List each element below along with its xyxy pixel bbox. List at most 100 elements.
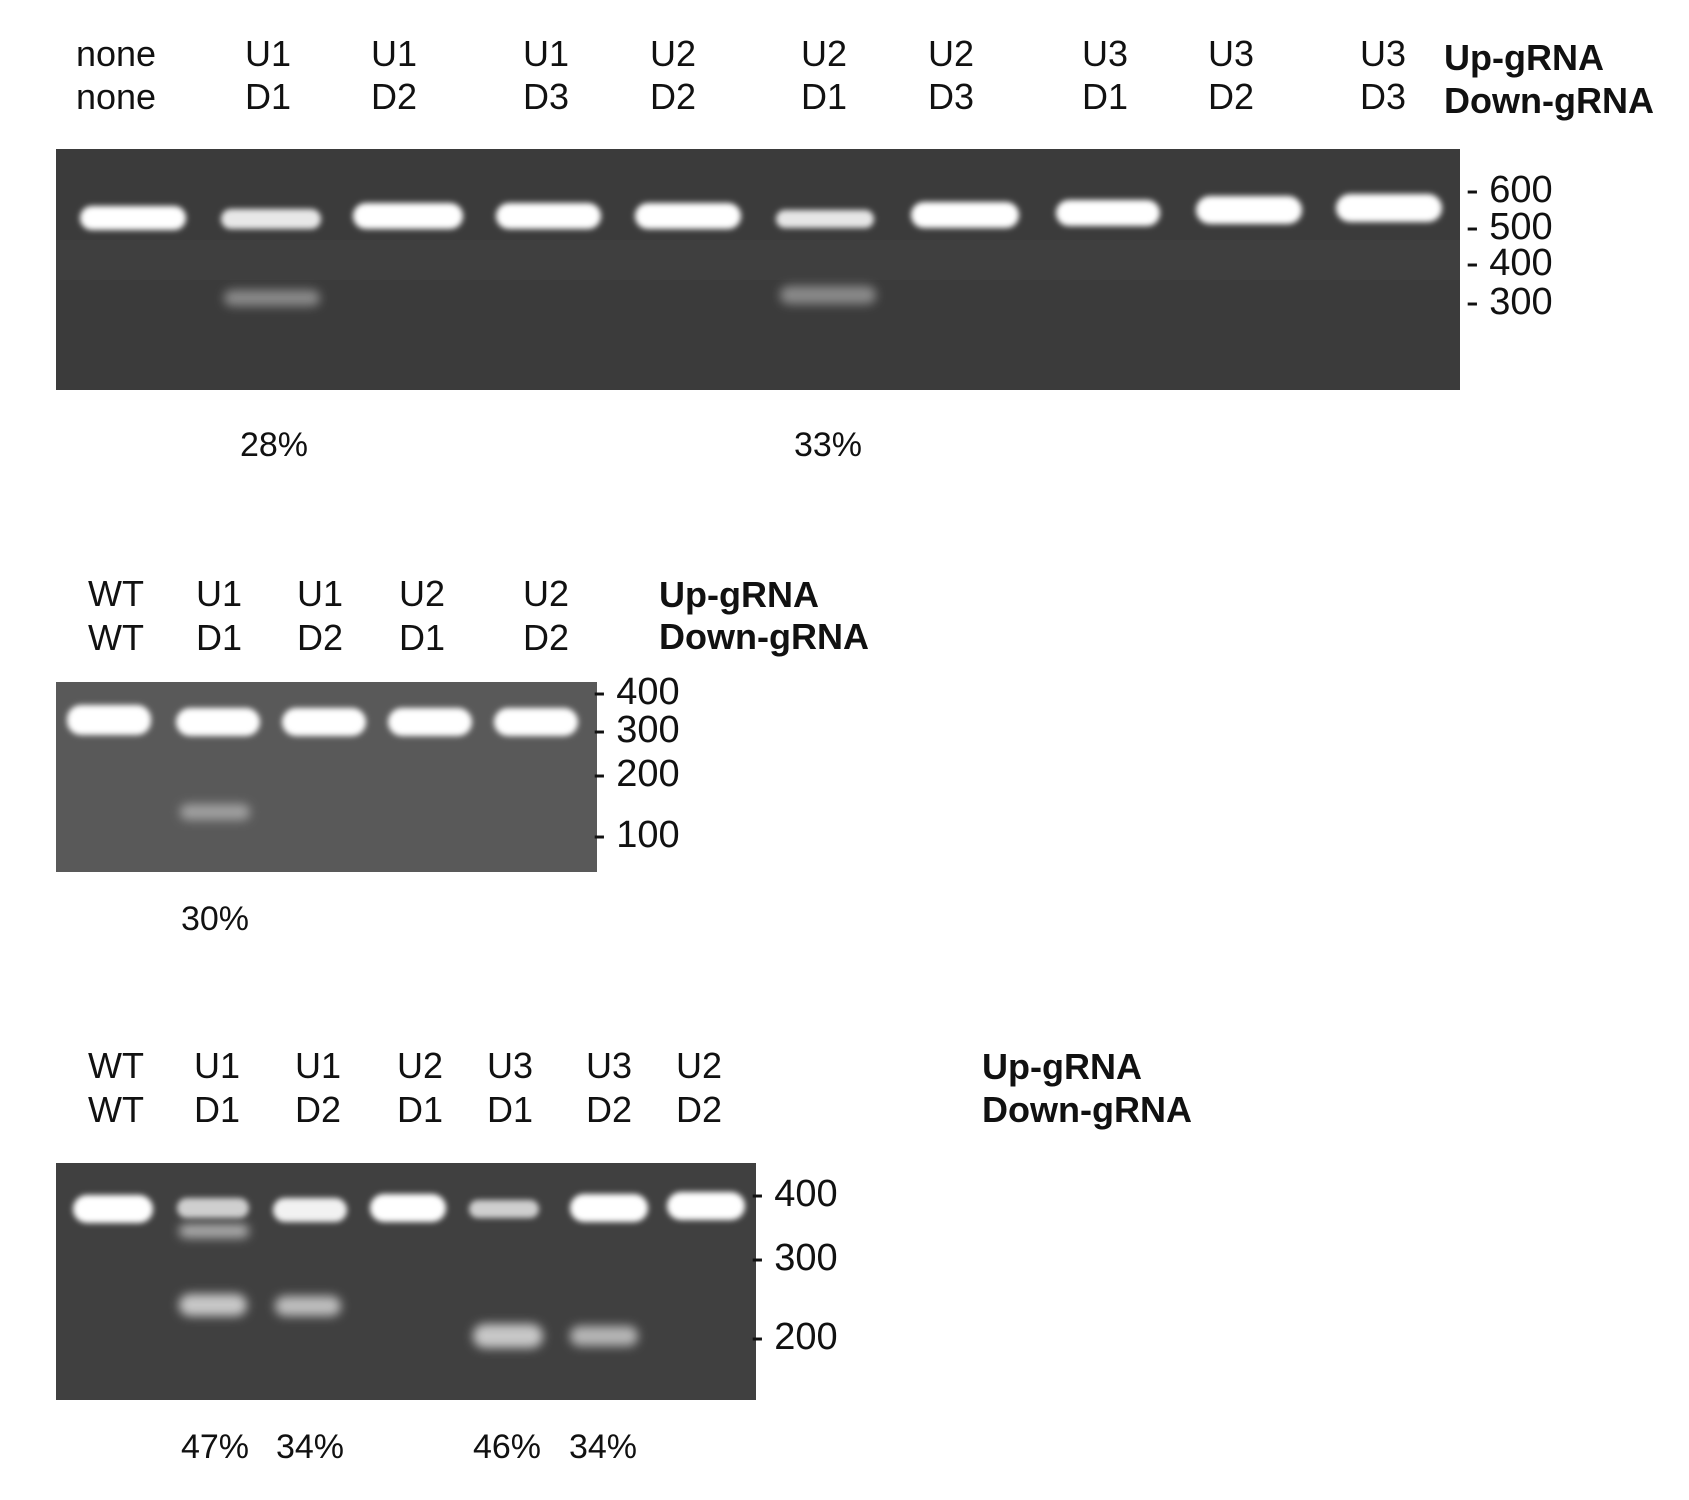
- gel1-lane-8-down: D1: [1082, 76, 1128, 117]
- gel1-bands: [80, 194, 1442, 306]
- gel2-band-lane5: [494, 708, 578, 736]
- gel1-lane-10-up: U3: [1360, 33, 1406, 74]
- gel3-up-gRNA-title: Up-gRNA: [982, 1046, 1142, 1087]
- gel1-cleavage-band-lane6: [780, 286, 876, 304]
- gel2-band-lane4: [388, 708, 472, 736]
- gel1-band-lane1: [80, 206, 186, 230]
- gel3-marker-400: - 400: [751, 1173, 838, 1215]
- gel3-lane-1-up: WT: [88, 1045, 144, 1086]
- gel2-lane-2-up: U1: [196, 573, 242, 614]
- gel2-cleavage-band-lane2: [180, 804, 250, 820]
- gel1-lane-2-down: D1: [245, 76, 291, 117]
- gel2-lane-4-up: U2: [399, 573, 445, 614]
- gel1-percent-lane6: 33%: [794, 426, 862, 464]
- gel1-band-lane8: [1056, 200, 1160, 226]
- gel1-marker-400: - 400: [1466, 242, 1553, 284]
- gel3-band-lane7: [667, 1192, 745, 1220]
- gel2-lane-5-up: U2: [523, 573, 569, 614]
- gel3-lane-3-up: U1: [295, 1045, 341, 1086]
- gel1-band-lane6: [776, 210, 874, 228]
- gel3-lane-6-down: D2: [586, 1089, 632, 1130]
- gel1-band-lane3: [353, 203, 463, 229]
- gel2-band-lane1: [67, 705, 151, 735]
- gel-2: WT WT U1 D1 U1 D2 U2 D1 U2 D2 Up-gRNA Do…: [56, 573, 869, 938]
- gel2-marker-100: - 100: [593, 814, 680, 856]
- gel1-lane-3-up: U1: [371, 33, 417, 74]
- gel3-percent-lane6: 34%: [569, 1428, 637, 1466]
- gel1-band-lane2: [221, 209, 321, 229]
- gel3-lane-5-up: U3: [487, 1045, 533, 1086]
- gel1-band-lane9: [1196, 196, 1302, 224]
- gel3-marker-200: - 200: [751, 1316, 838, 1358]
- gel3-lane-1-down: WT: [88, 1089, 144, 1130]
- gel3-cleavage-band-lane6: [570, 1326, 638, 1346]
- gel3-cleavage-band-lane2: [179, 1294, 247, 1316]
- gel1-lane-7-down: D3: [928, 76, 974, 117]
- gel1-down-gRNA-title: Down-gRNA: [1444, 80, 1654, 121]
- gel1-marker-300: - 300: [1466, 281, 1553, 323]
- gel1-up-gRNA-title: Up-gRNA: [1444, 37, 1604, 78]
- gel1-lane-10-down: D3: [1360, 76, 1406, 117]
- gel3-bands: [73, 1192, 745, 1348]
- gel1-band-lane5: [635, 203, 741, 229]
- gel3-lane-5-down: D1: [487, 1089, 533, 1130]
- gel3-band-lane2-mid: [179, 1224, 249, 1238]
- gel2-down-gRNA-title: Down-gRNA: [659, 616, 869, 657]
- gel2-bands: [67, 705, 578, 820]
- gel1-marker-500: - 500: [1466, 206, 1553, 248]
- gel3-cleavage-band-lane3: [275, 1296, 341, 1316]
- gel3-band-lane5: [469, 1200, 539, 1218]
- gel1-lane-5-up: U2: [650, 33, 696, 74]
- gel3-lane-6-up: U3: [586, 1045, 632, 1086]
- gel3-band-lane4: [370, 1194, 446, 1222]
- gel3-lane-2-up: U1: [194, 1045, 240, 1086]
- gel1-lane-9-down: D2: [1208, 76, 1254, 117]
- gel1-lane-8-up: U3: [1082, 33, 1128, 74]
- gel2-lane-3-down: D2: [297, 617, 343, 658]
- gel1-lane-4-up: U1: [523, 33, 569, 74]
- gel3-lane-7-up: U2: [676, 1045, 722, 1086]
- gel1-cleavage-band-lane2: [224, 290, 320, 306]
- gel1-band-lane10: [1336, 194, 1442, 222]
- gel1-lane-2-up: U1: [245, 33, 291, 74]
- gel2-percent-lane2: 30%: [181, 900, 249, 938]
- gel3-band-lane1: [73, 1195, 153, 1223]
- gel2-lane-1-down: WT: [88, 617, 144, 658]
- gel3-lane-4-up: U2: [397, 1045, 443, 1086]
- gel2-band-lane3: [282, 708, 366, 736]
- gel-3: WT WT U1 D1 U1 D2 U2 D1 U3 D1 U3 D2 U2 D…: [56, 1045, 1192, 1466]
- gel1-lane-6-down: D1: [801, 76, 847, 117]
- gel3-down-gRNA-title: Down-gRNA: [982, 1089, 1192, 1130]
- gel2-lane-4-down: D1: [399, 617, 445, 658]
- gel1-lane-1-up: none: [76, 33, 156, 74]
- gel2-lane-2-down: D1: [196, 617, 242, 658]
- gel-1: none none U1 D1 U1 D2 U1 D3 U2 D2 U2 D1 …: [56, 33, 1654, 464]
- gel2-lane-1-up: WT: [88, 573, 144, 614]
- gel3-band-lane2-top: [177, 1198, 249, 1218]
- gel1-background: [56, 149, 1460, 390]
- gel1-band-lane4: [496, 203, 601, 229]
- gel1-band-lane7: [911, 202, 1019, 228]
- gel2-marker-300: - 300: [593, 709, 680, 751]
- gel1-lane-1-down: none: [76, 76, 156, 117]
- gel3-lane-2-down: D1: [194, 1089, 240, 1130]
- gel3-band-lane3: [273, 1198, 347, 1222]
- gel1-marker-600: - 600: [1466, 169, 1553, 211]
- gel2-band-lane2: [176, 708, 260, 736]
- gel3-marker-300: - 300: [751, 1237, 838, 1279]
- gel3-lane-4-down: D1: [397, 1089, 443, 1130]
- gel2-lane-3-up: U1: [297, 573, 343, 614]
- gel1-lane-4-down: D3: [523, 76, 569, 117]
- gel1-smear: [56, 240, 1460, 280]
- gel3-percent-lane5: 46%: [473, 1428, 541, 1466]
- gel1-lane-7-up: U2: [928, 33, 974, 74]
- gel2-marker-400: - 400: [593, 671, 680, 713]
- gel1-lane-9-up: U3: [1208, 33, 1254, 74]
- gel1-lane-5-down: D2: [650, 76, 696, 117]
- gel2-up-gRNA-title: Up-gRNA: [659, 574, 819, 615]
- gel3-lane-3-down: D2: [295, 1089, 341, 1130]
- gel2-marker-200: - 200: [593, 753, 680, 795]
- gel3-percent-lane2: 47%: [181, 1428, 249, 1466]
- gel3-band-lane6: [570, 1194, 648, 1222]
